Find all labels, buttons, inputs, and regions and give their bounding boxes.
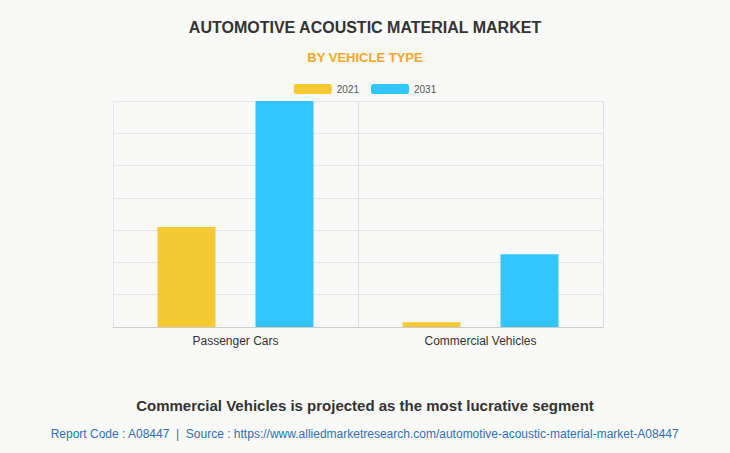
svg-text:Commercial Vehicles is project: Commercial Vehicles is projected as the …: [136, 397, 594, 414]
svg-text:2021: 2021: [337, 84, 360, 95]
svg-text:AUTOMOTIVE ACOUSTIC MATERIAL M: AUTOMOTIVE ACOUSTIC MATERIAL MARKET: [189, 19, 542, 36]
svg-text:BY VEHICLE TYPE: BY VEHICLE TYPE: [307, 50, 423, 65]
svg-text:Report Code : A08447 | Sourc: Report Code : A08447 | Source : https://…: [51, 427, 679, 441]
svg-text:Commercial Vehicles: Commercial Vehicles: [424, 334, 536, 348]
svg-text:Passenger Cars: Passenger Cars: [192, 334, 278, 348]
svg-text:2031: 2031: [414, 84, 437, 95]
